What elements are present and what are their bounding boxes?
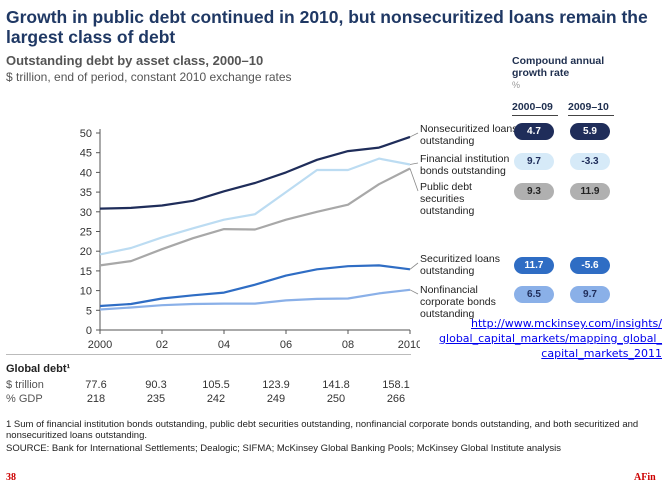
y-tick-label: 10: [80, 286, 92, 298]
x-tick-label: 2010: [398, 339, 420, 351]
cagr-heading: Compound annual growth rate: [512, 55, 605, 79]
y-tick-label: 0: [86, 325, 92, 337]
global-debt-gdp-cell: 266: [386, 393, 406, 405]
global-debt-gdp-cell: 250: [326, 393, 346, 405]
series-leader-line: [409, 132, 419, 138]
global-debt-title: Global debt¹: [6, 363, 71, 375]
global-debt-row-trillion-label: $ trillion: [6, 379, 44, 391]
cagr-col2-rule: [568, 115, 614, 116]
y-tick-label: 15: [80, 266, 92, 278]
cagr-pill-financial-2009-10: -3.3: [570, 153, 610, 170]
cagr-pill-nonfinancial-2009-10: 9.7: [570, 286, 610, 303]
y-tick-label: 40: [80, 167, 92, 179]
y-tick-label: 50: [80, 128, 92, 140]
cagr-pill-financial-2000-09: 9.7: [514, 153, 554, 170]
global-debt-trillion-cell: 158.1: [382, 379, 410, 391]
series-label-nonsecuritized: Nonsecuritized loans outstanding: [420, 123, 518, 147]
series-label-financial: Financial institution bonds outstanding: [420, 153, 510, 177]
series-label-nonfinancial: Nonfinancial corporate bonds outstanding: [420, 284, 496, 320]
global-debt-trillion-cell: 123.9: [262, 379, 290, 391]
series-label-securitized: Securitized loans outstanding: [420, 253, 500, 277]
page-number: 38: [6, 472, 16, 483]
y-tick-label: 30: [80, 207, 92, 219]
chart-subtitle: Outstanding debt by asset class, 2000–10: [6, 53, 264, 68]
global-debt-divider: [6, 354, 411, 355]
y-tick-label: 45: [80, 148, 92, 160]
footnote: 1 Sum of financial institution bonds out…: [6, 419, 639, 441]
source-link-line1[interactable]: http://www.mckinsey.com/insights/: [471, 317, 662, 330]
series-line-2: [99, 167, 411, 267]
series-leader-line: [409, 168, 419, 192]
chart-units: $ trillion, end of period, constant 2010…: [6, 70, 292, 84]
series-leader-line: [409, 262, 419, 270]
global-debt-trillion-cell: 77.6: [85, 379, 107, 391]
debt-line-chart: 0 5 10 15 20 25 30 35 40 45 50 2000 02 04 06 08 2010: [80, 128, 420, 351]
series-leader-line: [409, 289, 419, 295]
global-debt-trillion-cell: 90.3: [145, 379, 167, 391]
cagr-pill-securitized-2009-10: -5.6: [570, 257, 610, 274]
series-leader-line: [409, 162, 419, 165]
cagr-pill-public-2009-10: 11.9: [570, 183, 610, 200]
cagr-unit: %: [512, 80, 521, 90]
x-tick-label: 2000: [88, 339, 112, 351]
series-line-4: [99, 288, 411, 311]
global-debt-gdp-cell: 242: [206, 393, 226, 405]
global-debt-gdp-cell: 235: [146, 393, 166, 405]
y-tick-label: 25: [80, 227, 92, 239]
x-tick-label: 02: [156, 339, 168, 351]
cagr-pill-nonsecuritized-2000-09: 4.7: [514, 123, 554, 140]
y-tick-label: 35: [80, 187, 92, 199]
cagr-col1-rule: [512, 115, 558, 116]
global-debt-trillion-cell: 141.8: [322, 379, 350, 391]
x-tick-label: 04: [218, 339, 230, 351]
cagr-pill-nonsecuritized-2009-10: 5.9: [570, 123, 610, 140]
global-debt-gdp-cell: 218: [86, 393, 106, 405]
series-line-1: [99, 157, 411, 256]
cagr-pill-securitized-2000-09: 11.7: [514, 257, 554, 274]
series-line-3: [99, 264, 411, 308]
series-line-0: [99, 135, 411, 210]
source-link-line2[interactable]: global_capital_markets/mapping_global_: [439, 332, 662, 345]
cagr-col1-head: 2000–09: [512, 101, 553, 113]
series-label-public: Public debt securities outstanding: [420, 181, 475, 217]
cagr-col2-head: 2009–10: [568, 101, 609, 113]
page-title: Growth in public debt continued in 2010,…: [6, 7, 648, 47]
x-tick-label: 08: [342, 339, 354, 351]
source-link-line3[interactable]: capital_markets_2011: [541, 347, 662, 360]
y-tick-label: 5: [86, 305, 92, 317]
source-note: SOURCE: Bank for International Settlemen…: [6, 443, 561, 454]
global-debt-gdp-cell: 249: [266, 393, 286, 405]
y-tick-label: 20: [80, 246, 92, 258]
source-link[interactable]: http://www.mckinsey.com/insights/ global…: [420, 316, 662, 361]
cagr-pill-nonfinancial-2000-09: 6.5: [514, 286, 554, 303]
cagr-pill-public-2000-09: 9.3: [514, 183, 554, 200]
global-debt-row-gdp-label: % GDP: [6, 393, 43, 405]
x-tick-label: 06: [280, 339, 292, 351]
global-debt-trillion-cell: 105.5: [202, 379, 230, 391]
brand-mark: AFin: [634, 472, 656, 483]
